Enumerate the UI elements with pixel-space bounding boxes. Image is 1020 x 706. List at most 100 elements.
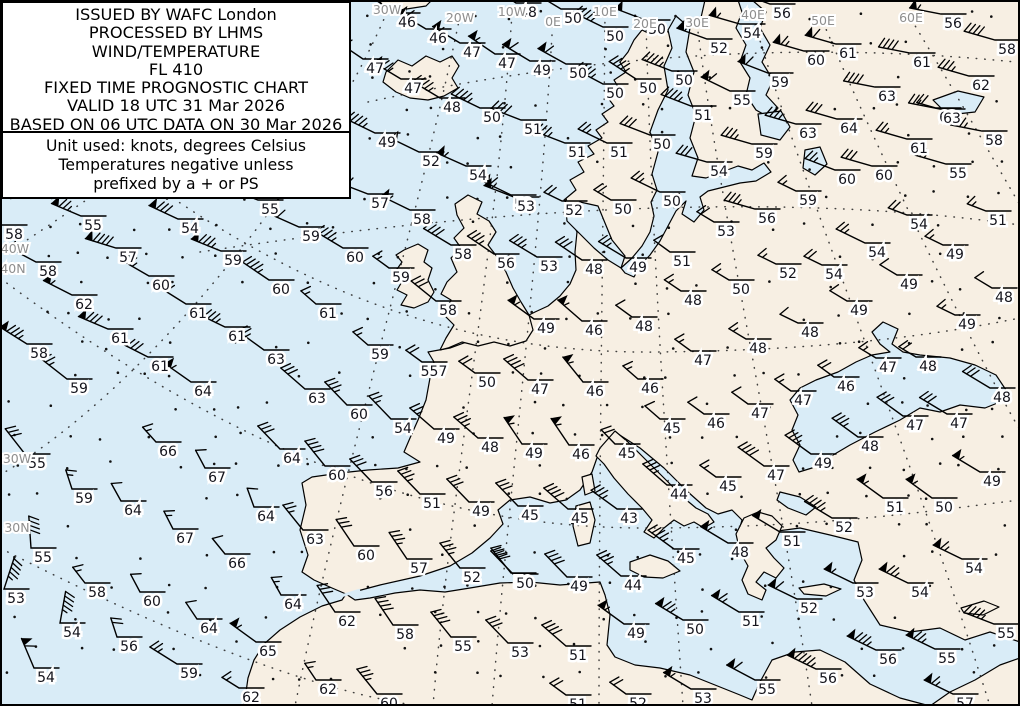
- temperature-label: 55: [28, 456, 46, 472]
- wind-barb: [72, 564, 111, 584]
- temperature-label: 60: [875, 168, 893, 184]
- wind-barb: [397, 466, 446, 495]
- temperature-label: 48: [919, 359, 937, 375]
- wind-barb: [737, 441, 790, 467]
- wind-barb: [148, 197, 204, 220]
- temperature-label: 48: [993, 390, 1011, 406]
- wind-barb: [963, 604, 1020, 625]
- wind-barb: [660, 86, 717, 107]
- wind-barb: [663, 273, 707, 292]
- temperature-label: 63: [306, 532, 324, 548]
- wind-barb: [485, 615, 534, 644]
- wind-barb: [221, 670, 265, 689]
- temperature-label: 55: [454, 639, 472, 655]
- temperature-label: 49: [814, 456, 832, 472]
- temperature-label: 47: [950, 416, 968, 432]
- temperature-label: 59: [755, 146, 773, 162]
- temperature-label: 63: [308, 391, 326, 407]
- temperature-label: 60: [357, 548, 375, 564]
- wind-barb: [699, 459, 742, 478]
- wind-barb: [737, 53, 794, 74]
- temperature-label: 50: [564, 11, 582, 27]
- wind-barb: [4, 425, 51, 455]
- wind-barb: [573, 5, 629, 28]
- wind-barb: [876, 391, 929, 417]
- wind-barb: [490, 544, 537, 574]
- temperature-label: 48: [861, 439, 879, 455]
- temperature-label: 51: [989, 213, 1007, 229]
- wind-barb: [110, 617, 143, 638]
- wind-barb: [158, 280, 212, 305]
- wind-barb: [300, 285, 342, 305]
- temperature-label: 56: [375, 484, 393, 500]
- temperature-label: 57: [371, 196, 389, 212]
- temperature-label: 48: [731, 545, 749, 561]
- wind-barb: [164, 357, 217, 383]
- temperature-label: 48: [995, 290, 1013, 306]
- meridian-20w-line: [294, 15, 461, 706]
- wind-barb: [163, 510, 199, 530]
- wind-barb: [41, 353, 93, 380]
- wind-barb: [411, 74, 466, 99]
- wind-barb: [675, 144, 733, 163]
- wind-barb: [110, 481, 147, 502]
- units-note-box: Unit used: knots, degrees Celsius Temper…: [1, 131, 351, 199]
- temperature-label: 56: [879, 652, 897, 668]
- wind-barb: [720, 126, 778, 145]
- wind-barb: [597, 599, 650, 625]
- wind-barb: [653, 234, 696, 253]
- wind-barb: [829, 284, 873, 302]
- header-chart-kind: FIXED TIME PROGNOSTIC CHART: [43, 78, 309, 98]
- wind-barb: [764, 106, 822, 125]
- wind-barb: [835, 221, 891, 244]
- wind-barb: [609, 676, 652, 695]
- wind-barb: [42, 273, 98, 296]
- temperature-label: 46: [641, 381, 659, 397]
- wind-barb: [699, 519, 754, 544]
- wind-barb: [270, 575, 307, 596]
- wind-barb: [644, 400, 686, 420]
- temperature-label: 48: [635, 319, 653, 335]
- wind-barb: [803, 248, 848, 266]
- wind-barb: [6, 239, 62, 263]
- wind-barb: [597, 234, 652, 259]
- wind-barb: [141, 423, 182, 443]
- temperature-label: 53: [7, 591, 25, 607]
- temperature-label: 46: [398, 15, 416, 31]
- temperature-label: 43: [620, 511, 638, 527]
- graticule-label: 40W: [1, 241, 29, 256]
- wind-barb: [674, 333, 717, 352]
- temperature-label: 54: [911, 585, 929, 601]
- temperature-label: 54: [965, 561, 983, 577]
- wind-barb: [777, 174, 822, 192]
- wind-barb: [534, 123, 591, 144]
- temperature-label: 50: [935, 500, 953, 516]
- temperature-label: 53: [856, 585, 874, 601]
- wind-barb: [772, 33, 830, 52]
- temperature-label: 50: [648, 22, 666, 38]
- temperature-label: 59: [799, 193, 817, 209]
- temperature-label: 61: [839, 46, 857, 62]
- temperature-label: 50: [614, 202, 632, 218]
- header-based-on: BASED ON 06 UTC DATA ON 30 Mar 2026: [9, 114, 343, 134]
- temperature-label: 46: [585, 323, 603, 339]
- temperature-label: 54: [469, 168, 487, 184]
- graticule-label: 50E: [811, 13, 835, 28]
- wind-barb: [805, 101, 863, 120]
- wind-barb: [918, 390, 973, 415]
- wind-barb: [905, 473, 958, 499]
- wind-barb: [374, 596, 419, 626]
- temperature-label: 58: [30, 346, 48, 362]
- temperature-label: 63: [799, 126, 817, 142]
- wind-barb: [439, 539, 486, 569]
- temperature-label: 46: [707, 416, 725, 432]
- grid-labels-layer: 30W 20W 10W 0E 10E 20E 30E 40E 50E 60E 40W 40N 30W 30…: [0, 0, 925, 537]
- wind-barb: [725, 657, 781, 681]
- wind-barb: [923, 672, 979, 695]
- temperature-label: 59: [75, 491, 93, 507]
- wind-barb: [269, 206, 325, 228]
- temperature-label: 49: [533, 63, 551, 79]
- temperature-label: 49: [983, 474, 1001, 490]
- temperature-label: 53: [511, 645, 529, 661]
